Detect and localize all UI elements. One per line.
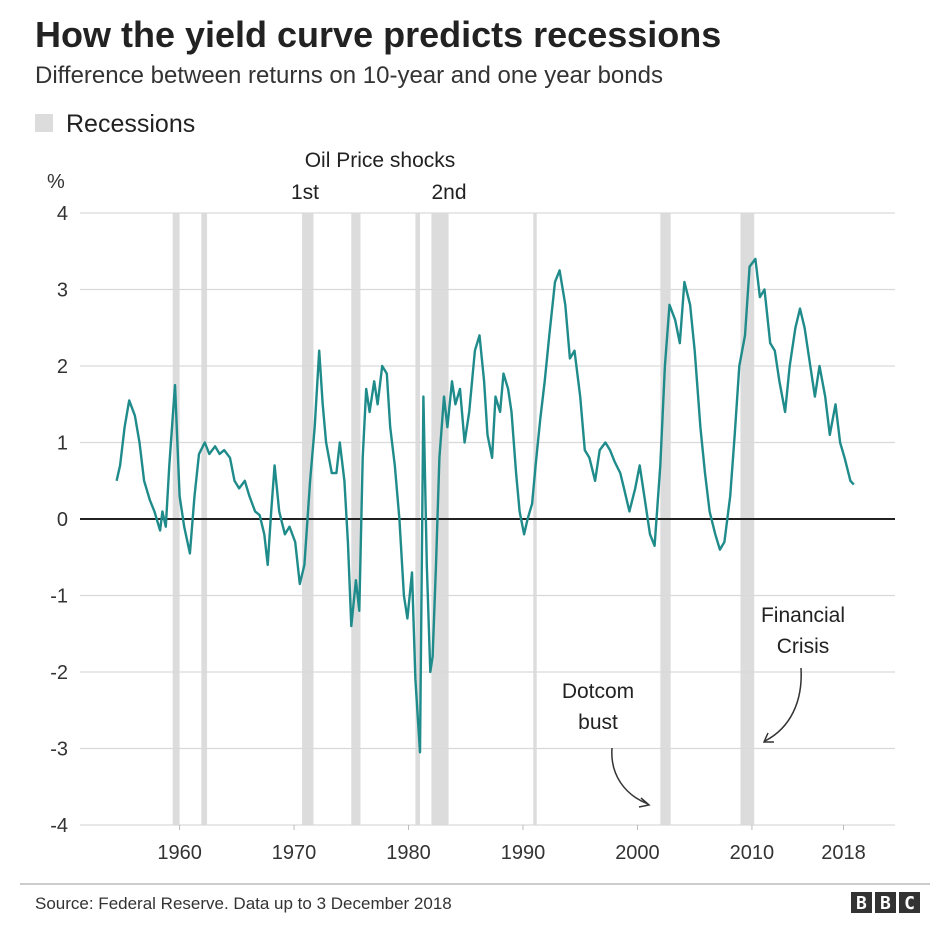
plot-area — [80, 212, 895, 830]
arrow-head — [638, 797, 651, 808]
y-axis-label: % — [47, 171, 65, 193]
data-line — [115, 257, 855, 754]
annotation: bust — [578, 711, 618, 734]
annotation: Crisis — [777, 635, 830, 658]
arrow — [764, 667, 802, 742]
y-tick-label: -3 — [50, 739, 68, 761]
annotation: Financial — [761, 604, 845, 627]
y-tick-label: 3 — [57, 280, 68, 302]
y-tick-label: 1 — [57, 433, 68, 455]
legend-label: Recessions — [66, 110, 195, 138]
logo-box — [851, 892, 872, 913]
y-tick-label: 0 — [57, 509, 68, 531]
x-tick-label: 2018 — [821, 842, 866, 864]
y-tick-label: -1 — [50, 586, 68, 608]
y-tick-label: 2 — [57, 356, 68, 378]
y-tick-label: -4 — [50, 815, 68, 837]
chart-title: How the yield curve predicts recessions — [35, 14, 721, 55]
logo: BBC — [856, 893, 928, 914]
logo-box — [875, 892, 896, 913]
logo-box — [899, 892, 920, 913]
x-tick-label: 2010 — [730, 842, 775, 864]
annotation: Dotcom — [562, 680, 634, 703]
arrow — [611, 747, 649, 805]
x-tick-label: 2000 — [615, 842, 660, 864]
x-tick-label: 1980 — [386, 842, 431, 864]
source: Source: Federal Reserve. Data up to 3 De… — [35, 894, 452, 913]
legend-swatch — [35, 114, 53, 132]
y-tick-label: -2 — [50, 662, 68, 684]
annotation: Oil Price shocks — [305, 149, 456, 172]
y-tick-label: 4 — [57, 203, 68, 225]
annotation: 2nd — [431, 181, 466, 204]
x-tick-label: 1970 — [272, 842, 317, 864]
arrow-head — [762, 732, 774, 743]
annotation: 1st — [291, 181, 319, 204]
x-tick-label: 1960 — [157, 842, 202, 864]
x-tick-label: 1990 — [501, 842, 546, 864]
chart-subtitle: Difference between returns on 10-year an… — [35, 62, 663, 89]
